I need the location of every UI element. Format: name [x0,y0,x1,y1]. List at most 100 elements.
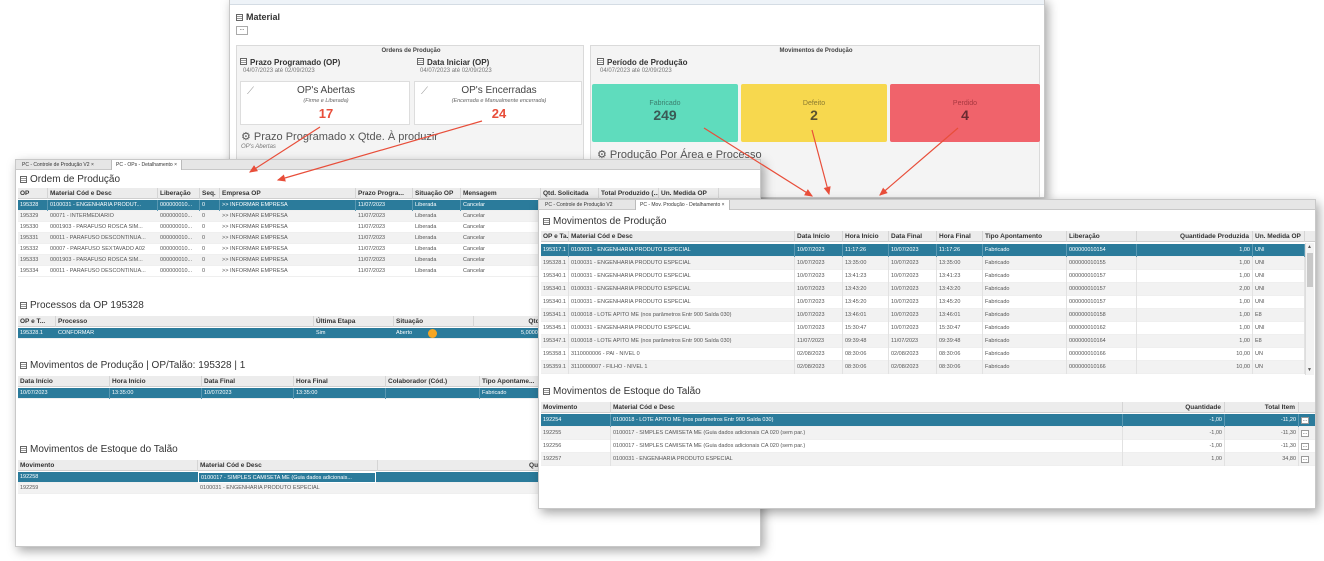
close-icon[interactable]: × [174,162,177,168]
col-quantidade[interactable]: Quantidade [1123,402,1225,413]
cell: 1,00 [1137,335,1253,348]
more-button[interactable]: ... [1301,456,1309,463]
table-row[interactable]: 192256 0100017 - SIMPLES CAMISETA ME (Gui… [541,440,1315,453]
table-row[interactable]: 195328.1 0100031 - ENGENHARIA PRODUTO ESP… [541,257,1305,270]
table-icon [20,446,27,453]
cell: Sim [316,330,326,336]
col-material[interactable]: Material Cód e Desc [198,460,378,471]
tab-controle-producao[interactable]: PC - Controle de Produção V2 [545,202,613,208]
col-situacao[interactable]: Situação [394,316,474,327]
close-icon[interactable]: × [90,162,94,168]
data-ini-title: Data Iniciar (OP) [417,58,489,67]
scrollbar[interactable]: ▲ ▼ [1305,243,1314,375]
cell: 195341.1 [541,309,569,322]
col-empresa[interactable]: Empresa OP [220,188,356,199]
ordem-title: Ordem de Produção [20,174,120,185]
col-qtd-solicitada[interactable]: Qtd. Solicitada [541,188,599,199]
col-seq[interactable]: Seq. [200,188,220,199]
cell: 0100031 - ENGENHARIA PRODUTO ESPECIAL [569,296,795,309]
col-data-inicio[interactable]: Data Início [795,231,843,242]
scroll-up-icon[interactable]: ▲ [1307,244,1312,250]
col-hora-final[interactable]: Hora Final [937,231,983,242]
col-un-medida[interactable]: Un. Medida OP [1253,231,1305,242]
table-row[interactable]: 195340.1 0100031 - ENGENHARIA PRODUTO ESP… [541,270,1305,283]
table-row[interactable]: 195333 0001903 - PARAFUSO ROSCA SIM... 000… [18,255,760,266]
prazo-range: 04/07/2023 até 02/09/2023 [243,68,315,74]
col-situacao[interactable]: Situação OP [413,188,461,199]
table-row[interactable]: 192258 0100017 - SIMPLES CAMISETA ME (Gu… [18,472,760,483]
abertas-card[interactable]: ⟋ OP's Abertas (Firme e Liberada) 17 [240,81,410,125]
col-mensagem[interactable]: Mensagem [461,188,541,199]
col-material[interactable]: Material Cód e Desc [611,402,1123,413]
table-row[interactable]: 192255 0100017 - SIMPLES CAMISETA ME (Gui… [541,427,1315,440]
col-un-medida[interactable]: Un. Medida OP [659,188,719,199]
table-row[interactable]: 195331 00011 - PARAFUSO DESCONTINUA... 000… [18,233,760,244]
table-row[interactable]: 195341.1 0100018 - LOTE APITO ME (nos par… [541,309,1305,322]
col-data-final[interactable]: Data Final [202,376,294,387]
more-button[interactable]: ... [1301,443,1309,450]
table-row[interactable]: 195334 00011 - PARAFUSO DESCONTINUA... 000… [18,266,760,277]
table-row[interactable]: 195347.1 0100018 - LOTE APITO ME (nos par… [541,335,1305,348]
close-icon[interactable]: × [721,202,725,208]
table-row[interactable]: 10/07/2023 13:35:00 10/07/2023 13:35:00 … [18,388,760,399]
encerradas-card[interactable]: ⟋ OP's Encerradas (Encerrada e Manualmen… [414,81,582,125]
more-button[interactable]: ... [1301,430,1309,437]
col-processo[interactable]: Processo [56,316,314,327]
scroll-thumb[interactable] [1307,253,1313,287]
cell: 195347.1 [541,335,569,348]
defeito-card[interactable]: Defeito 2 [741,84,887,142]
tab-ops-detalhamento[interactable]: PC - OPs - Detalhamento × [111,160,182,170]
arrow-perdido [879,127,959,196]
table-row[interactable]: 195328.1 CONFORMAR Sim Aberto 5,000000 [18,328,760,339]
col-tipo-apontamento[interactable]: Tipo Apontamento [983,231,1067,242]
table-row[interactable]: 195317.1 0100031 - ENGENHARIA PRODUTO ESP… [541,244,1305,257]
table-row[interactable]: 195330 0001903 - PARAFUSO ROSCA SIM... 000… [18,222,760,233]
table-row[interactable]: 192254 0100018 - LOTE APITO ME (nos parâm… [541,414,1315,427]
tab-controle-producao[interactable]: PC - Controle de Produção V2 × [22,162,94,168]
more-button[interactable]: ... [1301,417,1309,424]
col-data-final[interactable]: Data Final [889,231,937,242]
col-total-item[interactable]: Total Item [1225,402,1299,413]
col-hora-final[interactable]: Hora Final [294,376,386,387]
col-material[interactable]: Material Cód e Desc [569,231,795,242]
material-button[interactable]: ... [236,26,248,35]
cell: Liberada [415,235,437,241]
col-liberacao[interactable]: Liberação [158,188,200,199]
col-colaborador[interactable]: Colaborador (Cód.) [386,376,480,387]
perdido-card[interactable]: Perdido 4 [890,84,1040,142]
col-liberacao[interactable]: Liberação [1067,231,1137,242]
cell: 3110000007 - FILHO - NIVEL 1 [569,361,795,374]
table-row[interactable]: 195329 00071 - INTERMEDIARIO 000000010... 0… [18,211,760,222]
table-row[interactable]: 195359.1 3110000007 - FILHO - NIVEL 1 02/0… [541,361,1305,374]
table-row[interactable]: 192259 0100031 - ENGENHARIA PRODUTO ESPE… [18,483,760,494]
table-row[interactable]: 195328 0100031 - ENGENHARIA PRODUT... 0000… [18,200,760,211]
cell: 10,00 [1137,361,1253,374]
col-prazo[interactable]: Prazo Progra... [356,188,413,199]
table-row[interactable]: 195345.1 0100031 - ENGENHARIA PRODUTO ESP… [541,322,1305,335]
cell: UNI [1253,296,1305,309]
table-row[interactable]: 192257 0100031 - ENGENHARIA PRODUTO ESPEC… [541,453,1315,466]
table-row[interactable]: 195340.1 0100031 - ENGENHARIA PRODUTO ESP… [541,296,1305,309]
table-row[interactable]: 195332 00007 - PARAFUSO SEXTAVADO A02 0000… [18,244,760,255]
col-movimento[interactable]: Movimento [18,460,198,471]
cell: 00007 - PARAFUSO SEXTAVADO A02 [50,246,145,252]
col-op-talao[interactable]: OP e T... [18,316,56,327]
tab-mov-producao[interactable]: PC - Mov. Produção - Detalhamento × [635,200,730,210]
col-data-inicio[interactable]: Data Início [18,376,110,387]
col-op[interactable]: OP [18,188,48,199]
defeito-value: 2 [810,107,818,123]
col-total-produzido[interactable]: Total Produzido (... [601,188,659,199]
cell: 10/07/2023 [795,257,843,270]
col-op-talao[interactable]: OP e Ta... [543,231,569,242]
col-ultima-etapa[interactable]: Última Etapa [314,316,394,327]
table-row[interactable]: 195358.1 3110000006 - PAI - NIVEL 0 02/08/… [541,348,1305,361]
table-row[interactable]: 195340.1 0100031 - ENGENHARIA PRODUTO ESP… [541,283,1305,296]
fabricado-card[interactable]: Fabricado 249 [592,84,738,142]
col-material[interactable]: Material Cód e Desc [48,188,158,199]
col-hora-inicio[interactable]: Hora Início [843,231,889,242]
col-quantidade[interactable]: Quantidade Produzida [1137,231,1253,242]
scroll-down-icon[interactable]: ▼ [1307,367,1312,373]
cell: 195359.1 [541,361,569,374]
col-movimento[interactable]: Movimento [541,402,611,413]
col-hora-inicio[interactable]: Hora Início [110,376,202,387]
